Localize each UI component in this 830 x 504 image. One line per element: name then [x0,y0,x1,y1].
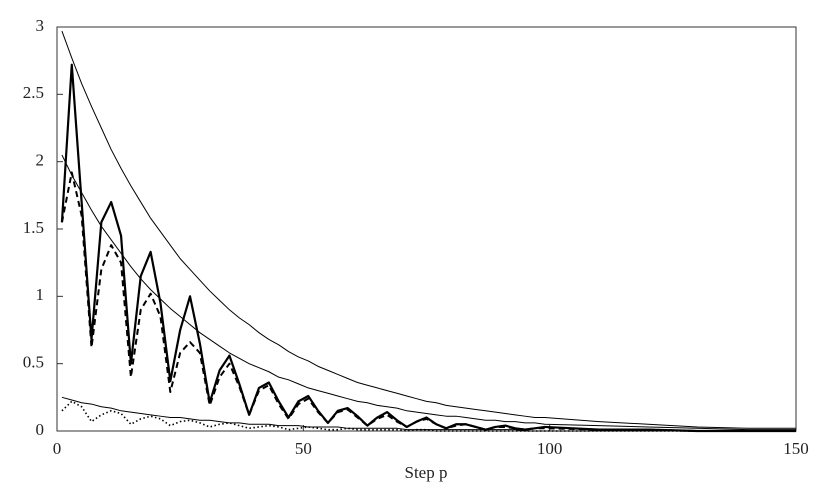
line-series [61,396,796,432]
y-tick-label: 0 [36,420,45,439]
x-tick-label: 150 [783,439,809,458]
y-tick-label: 0.5 [23,353,44,372]
line-series [61,400,796,432]
x-tick-label: 50 [295,439,312,458]
line-series [60,171,796,432]
y-tick-label: 2.5 [23,83,44,102]
line-series [61,30,796,429]
y-tick-label: 1 [36,285,45,304]
line-series [61,154,796,431]
y-tick-label: 3 [36,16,45,35]
x-tick-label: 0 [53,439,62,458]
x-tick-label: 100 [537,439,563,458]
y-tick-label: 1.5 [23,218,44,237]
line-series [60,63,796,433]
y-tick-label: 2 [36,151,45,170]
x-axis-label: Step p [405,463,448,482]
